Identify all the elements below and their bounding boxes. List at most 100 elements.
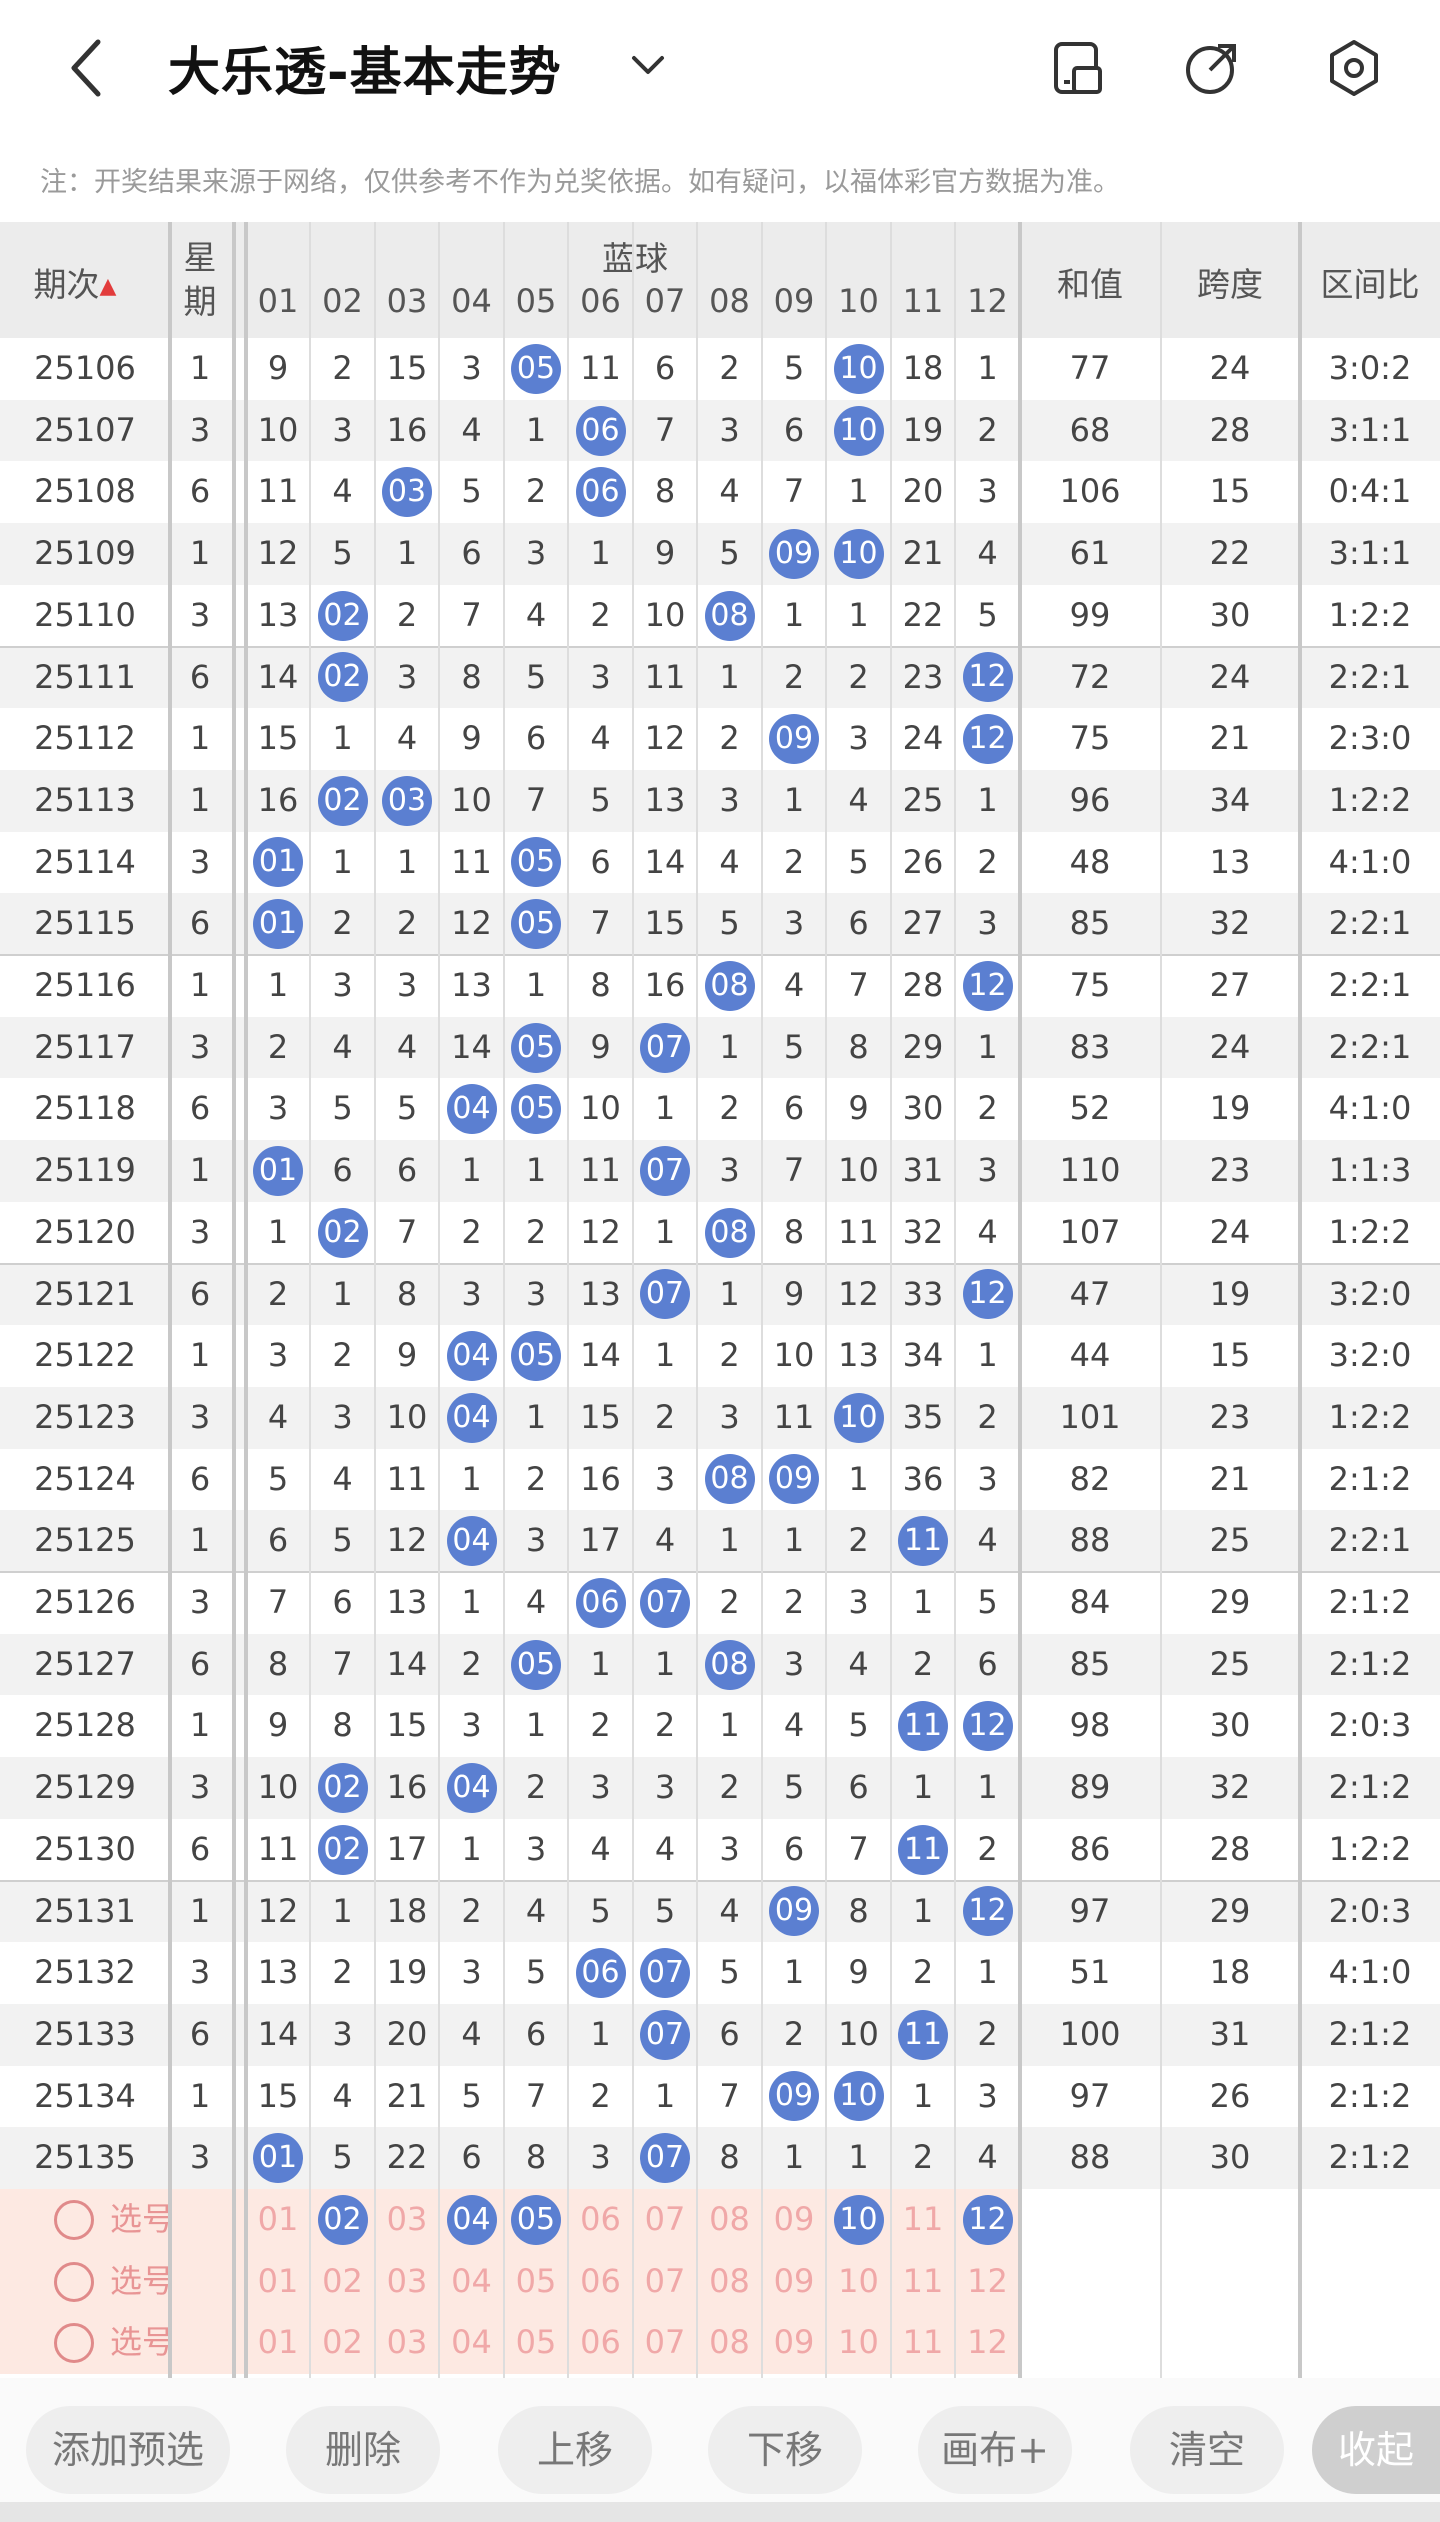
selection-label[interactable]: 选号 <box>110 2323 175 2362</box>
omission-value: 7 <box>848 1829 869 1868</box>
selectable-number[interactable]: 03 <box>386 2323 428 2362</box>
selectable-number[interactable]: 07 <box>644 2323 686 2362</box>
selectable-number[interactable]: 07 <box>644 2200 686 2238</box>
selection-radio[interactable] <box>54 2323 94 2364</box>
selected-number-ball[interactable]: 02 <box>317 2194 368 2245</box>
page-title[interactable]: 大乐透-基本走势 <box>168 43 562 103</box>
blue-ball: 01 <box>253 899 303 950</box>
omission-value: 2 <box>267 1027 289 1066</box>
share-icon[interactable] <box>1180 36 1244 100</box>
omission-value: 6 <box>783 1089 805 1128</box>
selected-number-ball[interactable]: 04 <box>446 2194 497 2245</box>
blue-ball: 05 <box>511 837 561 888</box>
omission-value: 2 <box>332 1953 353 1992</box>
issue-number: 25123 <box>34 1397 136 1436</box>
span-value: 23 <box>1209 1397 1251 1436</box>
selectable-number[interactable]: 02 <box>322 2261 363 2300</box>
selected-number-ball[interactable]: 12 <box>962 2194 1013 2245</box>
issue-number: 25116 <box>34 966 136 1004</box>
omission-value: 6 <box>848 904 869 943</box>
table-row: 25129 3 10 02 16 04 2 3 3 2 5 6 1 1 89 32 2:1:2 <box>0 1757 1440 1819</box>
group-separator <box>0 954 1440 956</box>
blue-ball: 08 <box>704 590 755 641</box>
omission-value: 5 <box>332 534 353 573</box>
selection-radio[interactable] <box>54 2199 94 2240</box>
span-value: 19 <box>1209 1274 1251 1313</box>
selectable-number[interactable]: 07 <box>644 2261 686 2300</box>
sum-value: 88 <box>1069 2138 1111 2177</box>
selectable-number[interactable]: 12 <box>967 2323 1008 2362</box>
table-row: 25116 1 1 3 3 13 1 8 16 08 4 7 28 12 75 27 2:2:1 <box>0 955 1440 1017</box>
header-issue[interactable]: 期次▲ <box>20 258 130 306</box>
device-icon[interactable] <box>1046 36 1110 100</box>
selectable-number[interactable]: 08 <box>709 2200 750 2238</box>
selected-number-ball[interactable]: 05 <box>511 2194 561 2245</box>
selectable-number[interactable]: 06 <box>580 2323 621 2362</box>
selectable-number[interactable]: 06 <box>580 2200 621 2238</box>
table-row: 25124 6 5 4 11 1 2 16 3 08 09 1 36 3 82 21 2:1:2 <box>0 1448 1440 1511</box>
selectable-number[interactable]: 05 <box>515 2261 557 2300</box>
omission-value: 2 <box>719 1768 740 1807</box>
selectable-number[interactable]: 11 <box>902 2261 944 2300</box>
selectable-number[interactable]: 04 <box>451 2323 492 2362</box>
chevron-down-icon[interactable] <box>628 44 668 88</box>
selectable-number[interactable]: 11 <box>902 2323 944 2362</box>
selectable-number[interactable]: 11 <box>902 2200 944 2238</box>
omission-value: 4 <box>783 966 805 1004</box>
omission-value: 16 <box>386 410 428 449</box>
omission-value: 4 <box>525 595 547 634</box>
selectable-number[interactable]: 10 <box>838 2261 879 2300</box>
blue-ball: 07 <box>640 1577 690 1628</box>
selectable-number[interactable]: 09 <box>773 2261 815 2300</box>
collapse-button[interactable]: 收起 <box>1312 2406 1440 2494</box>
table-row: 25130 6 11 02 17 1 3 4 4 3 6 7 11 2 86 28 1:2:2 <box>0 1818 1440 1881</box>
selectable-number[interactable]: 05 <box>515 2323 557 2362</box>
move-up-button[interactable]: 上移 <box>498 2406 652 2494</box>
selectable-number[interactable]: 06 <box>580 2261 621 2300</box>
selectable-number[interactable]: 09 <box>773 2200 815 2238</box>
ratio-value: 3:1:1 <box>1328 534 1412 573</box>
selectable-number[interactable]: 08 <box>709 2323 750 2362</box>
issue-number: 25129 <box>34 1768 136 1807</box>
grid-line <box>567 222 570 2378</box>
blue-ball: 06 <box>575 1948 626 1999</box>
selectable-number[interactable]: 01 <box>257 2200 299 2238</box>
weekday: 6 <box>189 657 211 696</box>
omission-value: 4 <box>848 780 869 819</box>
selectable-number[interactable]: 12 <box>967 2261 1008 2300</box>
omission-value: 11 <box>773 1397 815 1436</box>
selectable-number[interactable]: 03 <box>386 2261 428 2300</box>
weekday: 3 <box>189 1583 211 1621</box>
selectable-number[interactable]: 01 <box>257 2261 299 2300</box>
table-row: 25110 3 13 02 2 7 4 2 10 08 1 1 22 5 99 30 1:2:2 <box>0 584 1440 647</box>
span-value: 30 <box>1209 2138 1251 2177</box>
table-row: 25126 3 7 6 13 1 4 06 07 2 2 3 1 5 84 29 2:1:2 <box>0 1572 1440 1634</box>
sum-value: 61 <box>1069 534 1111 573</box>
selected-number-ball[interactable]: 10 <box>833 2194 884 2245</box>
selection-label[interactable]: 选号 <box>110 2261 175 2300</box>
selection-radio[interactable] <box>54 2261 94 2302</box>
back-button[interactable] <box>56 28 116 108</box>
settings-icon[interactable] <box>1322 36 1386 100</box>
ratio-value: 4:1:0 <box>1328 842 1412 881</box>
weekday: 6 <box>189 904 211 943</box>
delete-button[interactable]: 删除 <box>286 2406 440 2494</box>
omission-value: 4 <box>783 1706 805 1745</box>
selection-label[interactable]: 选号 <box>110 2200 175 2238</box>
selectable-number[interactable]: 03 <box>386 2200 428 2238</box>
omission-value: 30 <box>902 1089 944 1128</box>
omission-value: 20 <box>902 472 944 511</box>
selectable-number[interactable]: 10 <box>838 2323 879 2362</box>
issue-number: 25107 <box>34 410 136 449</box>
selectable-number[interactable]: 01 <box>257 2323 299 2362</box>
grid-line <box>631 222 634 2378</box>
selectable-number[interactable]: 08 <box>709 2261 750 2300</box>
sort-icon[interactable]: ▲ <box>99 274 117 299</box>
canvas-plus-button[interactable]: 画布+ <box>918 2406 1072 2494</box>
add-preselect-button[interactable]: 添加预选 <box>26 2406 230 2494</box>
move-down-button[interactable]: 下移 <box>708 2406 862 2494</box>
selectable-number[interactable]: 09 <box>773 2323 815 2362</box>
clear-button[interactable]: 清空 <box>1130 2406 1284 2494</box>
selectable-number[interactable]: 02 <box>322 2323 363 2362</box>
selectable-number[interactable]: 04 <box>451 2261 492 2300</box>
